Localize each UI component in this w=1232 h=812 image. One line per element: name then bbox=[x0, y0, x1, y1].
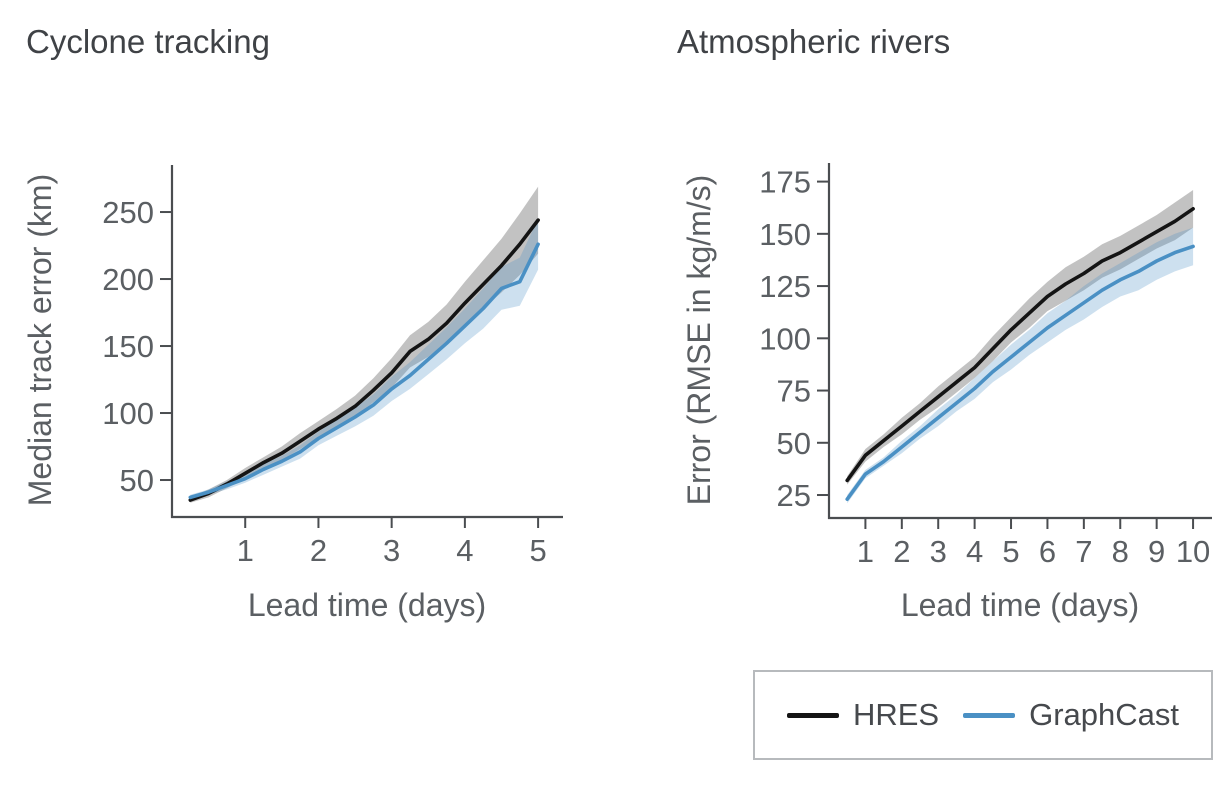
x-tick-label: 1 bbox=[857, 534, 874, 569]
y-tick-label: 25 bbox=[777, 478, 811, 513]
y-tick-label: 50 bbox=[120, 463, 154, 498]
x-tick-label: 4 bbox=[456, 533, 473, 568]
y-axis-label-right: Error (RMSE in kg/m/s) bbox=[681, 174, 717, 506]
x-tick-label: 6 bbox=[1039, 534, 1056, 569]
y-tick-label: 175 bbox=[759, 165, 811, 200]
x-tick-label: 2 bbox=[310, 533, 327, 568]
chart-atmospheric-rivers: 1 2 3 4 5 6 7 8 9 10 25 50 75 100 125 150 175 bbox=[759, 163, 1212, 569]
x-axis-label-right: Lead time (days) bbox=[900, 587, 1140, 623]
x-tick-label: 7 bbox=[1075, 534, 1092, 569]
y-tick-label: 200 bbox=[102, 262, 154, 297]
legend: HRES GraphCast bbox=[753, 670, 1213, 760]
hres-confidence-band bbox=[847, 190, 1194, 485]
y-tick-label: 100 bbox=[102, 396, 154, 431]
y-tick-label: 50 bbox=[777, 426, 811, 461]
legend-item-hres: HRES bbox=[786, 697, 940, 733]
x-tick-label: 4 bbox=[966, 534, 983, 569]
y-tick-label: 125 bbox=[759, 269, 811, 304]
legend-label-graphcast: GraphCast bbox=[1029, 697, 1180, 732]
y-tick-label: 250 bbox=[102, 195, 154, 230]
hres-confidence-band bbox=[190, 186, 539, 503]
graphcast-line-swatch bbox=[963, 712, 1016, 718]
x-tick-label: 9 bbox=[1148, 534, 1165, 569]
y-tick-label: 75 bbox=[777, 374, 811, 409]
y-tick-label: 150 bbox=[759, 217, 811, 252]
hres-line-swatch bbox=[786, 712, 839, 718]
hres-line bbox=[845, 207, 1195, 483]
graphcast-line bbox=[188, 242, 540, 500]
y-tick-label: 150 bbox=[102, 329, 154, 364]
y-tick-label: 100 bbox=[759, 321, 811, 356]
x-axis-label-left: Lead time (days) bbox=[247, 587, 487, 623]
chart-title-atmospheric-rivers: Atmospheric rivers bbox=[677, 23, 951, 60]
legend-label-hres: HRES bbox=[852, 697, 940, 732]
x-tick-label: 5 bbox=[1002, 534, 1019, 569]
x-tick-label: 8 bbox=[1112, 534, 1129, 569]
x-tick-label: 2 bbox=[893, 534, 910, 569]
hres-line bbox=[188, 218, 540, 502]
x-tick-label: 5 bbox=[529, 533, 546, 568]
x-tick-label: 1 bbox=[237, 533, 254, 568]
x-tick-label: 3 bbox=[383, 533, 400, 568]
chart-title-cyclone-tracking: Cyclone tracking bbox=[26, 23, 270, 60]
graphcast-confidence-band bbox=[847, 227, 1194, 504]
chart-cyclone-tracking: 1 2 3 4 5 50 100 150 200 250 bbox=[102, 165, 563, 568]
legend-item-graphcast: GraphCast bbox=[963, 697, 1179, 733]
y-axis-label-left: Median track error (km) bbox=[22, 173, 58, 507]
graphcast-line bbox=[845, 244, 1195, 501]
x-tick-label: 10 bbox=[1176, 534, 1210, 569]
x-tick-label: 3 bbox=[930, 534, 947, 569]
